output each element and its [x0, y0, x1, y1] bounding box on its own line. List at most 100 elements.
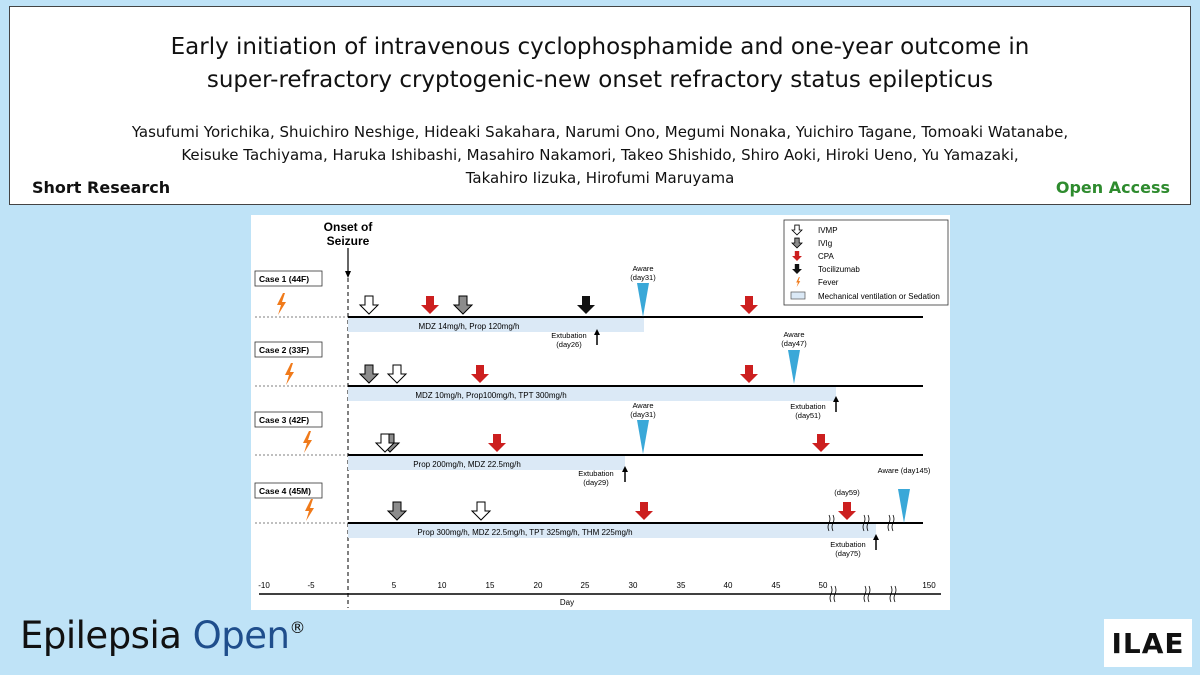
onset-pointer-head — [345, 271, 351, 278]
case2-extubation-label: Extubation — [790, 402, 825, 411]
case2-aware-day: (day47) — [781, 339, 807, 348]
tick-label: 45 — [772, 581, 781, 590]
case3-ventilation-bar — [348, 455, 625, 470]
case3-aware-marker — [637, 420, 649, 454]
case3-cpa-arrow-2 — [812, 434, 830, 452]
legend-tocilizumab-label: Tocilizumab — [818, 265, 860, 274]
title-line-1: Early initiation of intravenous cyclopho… — [170, 34, 1030, 60]
tick-label: 150 — [922, 581, 936, 590]
case3-extubation-label: Extubation — [578, 469, 613, 478]
timeline-figure: Onset of Seizure IVMP IVIg CPA Tocilizum… — [251, 215, 950, 610]
case1-aware-marker — [637, 283, 649, 317]
ilae-logo-text: ILAE — [1111, 626, 1185, 660]
case4-cpa-arrow-2 — [838, 502, 856, 520]
case1-cpa-arrow-2 — [740, 296, 758, 314]
case2-ventilation-bar — [348, 386, 836, 401]
case2-label: Case 2 (33F) — [259, 345, 309, 355]
case3-label: Case 3 (42F) — [259, 415, 309, 425]
tick-label: 35 — [677, 581, 686, 590]
tick-label: 40 — [724, 581, 733, 590]
tick-label: 5 — [392, 581, 397, 590]
journal-name-part2: Open — [192, 614, 290, 657]
article-type-label: Short Research — [32, 178, 171, 197]
legend-ventilation-icon — [790, 291, 806, 300]
case1-extubation-label: Extubation — [551, 331, 586, 340]
case4-cpa-day: (day59) — [834, 488, 860, 497]
tick-label: 15 — [486, 581, 495, 590]
case2-extubation-day: (day51) — [795, 411, 821, 420]
legend-ventilation-label: Mechanical ventilation or Sedation — [818, 292, 940, 301]
case4-aware-marker — [898, 489, 910, 523]
case4-extubation-day: (day75) — [835, 549, 861, 558]
case2-label-box — [254, 341, 323, 358]
tick-label: 30 — [629, 581, 638, 590]
x-axis-ticks: -10 -5 5 10 15 20 25 30 35 40 45 50 150 — [258, 581, 936, 590]
journal-name: Epilepsia Open® — [20, 614, 305, 657]
author-list: Yasufumi Yorichika, Shuichiro Neshige, H… — [10, 121, 1190, 190]
timeline-svg: Onset of Seizure IVMP IVIg CPA Tocilizum… — [254, 219, 949, 608]
tick-label: -10 — [258, 581, 270, 590]
article-title: Early initiation of intravenous cyclopho… — [10, 31, 1190, 97]
case2-ivmp-arrow — [387, 364, 407, 384]
case4-extubation-label: Extubation — [830, 540, 865, 549]
onset-label-line2: Seizure — [327, 234, 370, 248]
onset-label-line1: Onset of — [324, 220, 374, 234]
journal-name-part1: Epilepsia — [20, 614, 182, 657]
authors-line-1: Yasufumi Yorichika, Shuichiro Neshige, H… — [131, 123, 1069, 141]
tick-label: 25 — [581, 581, 590, 590]
case2-ivig-arrow — [359, 364, 379, 384]
case2-aware-marker — [788, 350, 800, 384]
case1-label: Case 1 (44F) — [259, 274, 309, 284]
case4-ivmp-arrow — [471, 501, 491, 521]
case4-ventilation-bar — [348, 523, 876, 538]
case1-aware-label: Aware — [632, 264, 653, 273]
case3-fever-icon — [303, 431, 312, 453]
case4-aware-label: Aware (day145) — [878, 466, 931, 475]
case3-cpa-arrow-1 — [488, 434, 506, 452]
case4-label-box — [254, 482, 323, 499]
x-axis-break-marks — [829, 585, 897, 603]
case1-cpa-arrow-1 — [421, 296, 439, 314]
case4-cpa-arrow-1 — [635, 502, 653, 520]
tick-label: -5 — [307, 581, 315, 590]
case3-sedation-text: Prop 200mg/h, MDZ 22.5mg/h — [413, 460, 521, 469]
article-header: Early initiation of intravenous cyclopho… — [9, 6, 1191, 205]
open-access-label: Open Access — [1055, 178, 1170, 197]
title-line-2: super-refractory cryptogenic-new onset r… — [206, 67, 994, 93]
case1-aware-day: (day31) — [630, 273, 656, 282]
case4-label: Case 4 (45M) — [259, 486, 311, 496]
case2-cpa-arrow-1 — [471, 365, 489, 383]
case1-extubation-day: (day26) — [556, 340, 582, 349]
case1-ventilation-bar — [348, 317, 644, 332]
ilae-logo: ILAE — [1104, 619, 1192, 667]
case3-aware-day: (day31) — [630, 410, 656, 419]
case4-axis-break-marks — [827, 514, 895, 532]
case2-fever-icon — [285, 363, 294, 385]
case1-sedation-text: MDZ 14mg/h, Prop 120mg/h — [419, 322, 520, 331]
case3-extubation-day: (day29) — [583, 478, 609, 487]
legend-fever-label: Fever — [818, 278, 839, 287]
case2-sedation-text: MDZ 10mg/h, Prop100mg/h, TPT 300mg/h — [415, 391, 566, 400]
case3-aware-label: Aware — [632, 401, 653, 410]
legend-ivig-label: IVIg — [818, 239, 832, 248]
authors-line-3: Takahiro Iizuka, Hirofumi Maruyama — [465, 169, 735, 187]
tick-label: 50 — [819, 581, 828, 590]
case1-ivmp-arrow — [359, 295, 379, 315]
case1-tocilizumab-arrow — [577, 296, 595, 314]
case1-ivig-arrow — [453, 295, 473, 315]
case4-fever-icon — [305, 499, 314, 521]
x-axis-label: Day — [560, 598, 574, 607]
registered-mark: ® — [289, 618, 306, 637]
legend-cpa-label: CPA — [818, 252, 835, 261]
tick-label: 20 — [534, 581, 543, 590]
authors-line-2: Keisuke Tachiyama, Haruka Ishibashi, Mas… — [181, 146, 1019, 164]
tick-label: 10 — [438, 581, 447, 590]
case2-cpa-arrow-2 — [740, 365, 758, 383]
case1-label-box — [254, 270, 323, 287]
legend-box — [783, 219, 949, 306]
legend-ivmp-label: IVMP — [818, 226, 838, 235]
case1-fever-icon — [277, 293, 286, 315]
case4-sedation-text: Prop 300mg/h, MDZ 22.5mg/h, TPT 325mg/h,… — [417, 528, 632, 537]
case3-label-box — [254, 411, 323, 428]
case4-ivig-arrow — [387, 501, 407, 521]
